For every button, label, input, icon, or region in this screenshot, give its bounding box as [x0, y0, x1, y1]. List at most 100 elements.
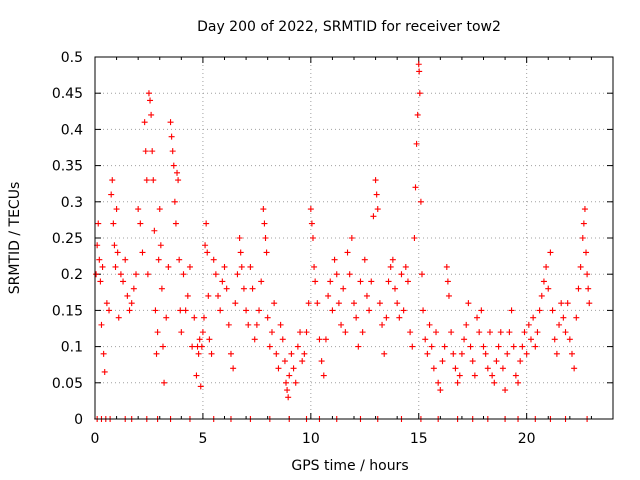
x-tick-label: 20 — [518, 431, 536, 447]
data-point — [174, 169, 181, 176]
data-point — [499, 365, 506, 372]
data-point — [465, 300, 472, 307]
data-point — [99, 263, 106, 270]
data-point — [586, 300, 593, 307]
y-tick-label: 0.25 — [52, 231, 83, 247]
data-point — [486, 329, 493, 336]
y-tick-label: 0.35 — [52, 159, 83, 175]
data-point — [467, 343, 474, 350]
data-point — [538, 292, 545, 299]
data-point — [441, 343, 448, 350]
data-point — [292, 379, 299, 386]
data-point — [307, 206, 314, 213]
data-point — [435, 379, 442, 386]
data-point — [268, 329, 275, 336]
data-point — [283, 379, 290, 386]
data-point — [402, 263, 409, 270]
data-point — [373, 191, 380, 198]
data-point — [139, 249, 146, 256]
data-point — [142, 148, 149, 155]
data-point — [113, 206, 120, 213]
data-point — [156, 206, 163, 213]
data-point — [202, 242, 209, 249]
data-point — [532, 343, 539, 350]
data-point — [157, 242, 164, 249]
data-point — [152, 307, 159, 314]
data-point — [279, 336, 286, 343]
data-point — [312, 278, 319, 285]
data-point — [97, 278, 104, 285]
data-point — [482, 350, 489, 357]
data-point — [221, 263, 228, 270]
data-point — [396, 314, 403, 321]
data-point — [154, 329, 161, 336]
data-point — [314, 300, 321, 307]
data-point — [416, 90, 423, 97]
data-point — [331, 256, 338, 263]
data-point — [489, 372, 496, 379]
x-tick-label: 0 — [91, 431, 100, 447]
x-tick-label: 15 — [410, 431, 428, 447]
data-point — [584, 271, 591, 278]
data-point — [359, 329, 366, 336]
data-point — [286, 372, 293, 379]
data-point — [230, 365, 237, 372]
data-point — [271, 300, 278, 307]
data-point — [237, 249, 244, 256]
data-point — [519, 343, 526, 350]
x-axis-label: GPS time / hours — [291, 458, 408, 474]
data-point — [543, 263, 550, 270]
data-point — [515, 379, 522, 386]
data-point — [556, 321, 563, 328]
x-tick-label: 5 — [198, 431, 207, 447]
data-point — [195, 350, 202, 357]
data-point — [510, 343, 517, 350]
data-point — [109, 177, 116, 184]
data-point — [133, 271, 140, 278]
data-point — [400, 307, 407, 314]
data-point — [430, 365, 437, 372]
data-point — [333, 271, 340, 278]
data-point — [368, 278, 375, 285]
data-point — [251, 336, 258, 343]
data-point — [363, 292, 370, 299]
data-point — [517, 358, 524, 365]
data-point — [381, 350, 388, 357]
data-point — [158, 285, 165, 292]
y-tick-label: 0.05 — [52, 376, 83, 392]
data-point — [463, 321, 470, 328]
data-point — [311, 263, 318, 270]
data-point — [106, 307, 113, 314]
data-point — [581, 206, 588, 213]
data-point — [558, 300, 565, 307]
data-point — [443, 263, 450, 270]
data-point — [417, 198, 424, 205]
data-point — [273, 350, 280, 357]
data-point — [208, 350, 215, 357]
data-point — [398, 271, 405, 278]
data-point — [553, 350, 560, 357]
x-tick-labels: 0 5 10 15 20 — [91, 431, 536, 447]
data-point — [422, 336, 429, 343]
data-point — [198, 343, 205, 350]
data-point — [418, 271, 425, 278]
data-point — [141, 119, 148, 126]
data-point — [206, 336, 213, 343]
data-point — [288, 350, 295, 357]
data-point — [445, 292, 452, 299]
data-point — [579, 235, 586, 241]
data-point — [143, 177, 150, 184]
data-point — [504, 350, 511, 357]
data-point — [253, 321, 260, 328]
data-point — [585, 285, 592, 292]
data-point — [169, 148, 176, 155]
data-point — [413, 140, 420, 147]
data-point — [412, 184, 419, 191]
y-tick-label: 0.4 — [61, 122, 83, 138]
data-point — [568, 350, 575, 357]
data-point — [182, 307, 189, 314]
data-point — [508, 307, 515, 314]
data-point — [428, 343, 435, 350]
data-point — [137, 220, 144, 227]
data-point — [564, 300, 571, 307]
